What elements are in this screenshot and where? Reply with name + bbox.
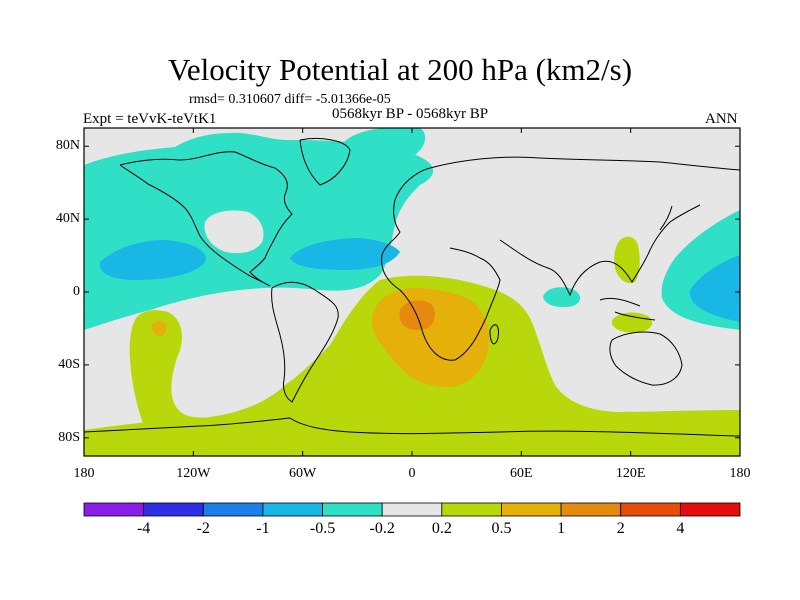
lon-label: 60E	[510, 466, 533, 481]
coast-greenland	[299, 137, 351, 186]
colorbar-swatch	[202, 502, 264, 517]
axis-ticks	[83, 128, 741, 456]
negative-core-north-atlantic	[290, 238, 400, 270]
positive-region-east-asia	[614, 236, 640, 284]
colorbar-swatch	[620, 502, 681, 517]
coast-south-america	[271, 281, 339, 403]
coast-south-asia	[499, 204, 701, 297]
colorbar	[83, 502, 741, 517]
colorbar-swatch	[262, 502, 323, 517]
lat-label: 80N	[55, 138, 80, 154]
colorbar-swatch	[441, 502, 502, 517]
negative-core-north-pacific	[99, 240, 206, 280]
lat-label: 80S	[58, 429, 80, 445]
positive-region-south-pacific-mid	[151, 320, 167, 336]
colorbar-swatch	[560, 502, 622, 517]
negative-core-west-pacific	[689, 255, 740, 322]
colorbar-label: -2	[196, 520, 210, 537]
positive-region-maritime	[611, 312, 653, 333]
colorbar-swatch	[143, 502, 204, 517]
lon-label: 60W	[289, 466, 317, 481]
lon-label: 180	[729, 466, 751, 481]
neutral-region-north-america	[204, 210, 264, 254]
colorbar-label: -0.2	[369, 520, 395, 537]
lat-label: 0	[73, 284, 80, 299]
positive-region-south-pacific	[129, 310, 230, 440]
lon-label: 120E	[615, 466, 646, 481]
experiment-label: Expt = teVvK-teVtK1	[83, 111, 217, 127]
colorbar-label: 0.2	[431, 520, 452, 537]
figure-title: Velocity Potential at 200 hPa (km2/s)	[167, 52, 633, 87]
negative-region-arctic	[340, 128, 426, 165]
lat-label: 40S	[58, 356, 80, 372]
colorbar-swatch	[83, 502, 145, 517]
lon-label: 120W	[176, 466, 211, 481]
coast-australia	[609, 331, 683, 386]
coast-madagascar	[489, 324, 499, 345]
colorbar-label: 2	[616, 520, 625, 537]
coastlines	[84, 137, 740, 437]
stats-label: rmsd= 0.310607 diff= -5.01366e-05	[189, 92, 391, 107]
colorbar-label: 1	[557, 520, 566, 537]
lon-label: 180	[73, 466, 95, 481]
colorbar-label: -4	[136, 520, 151, 537]
map-field	[84, 128, 740, 456]
coast-antarctica	[84, 417, 740, 437]
colorbar-label: -1	[256, 520, 270, 537]
colorbar-label: 0.5	[491, 520, 512, 537]
coast-eurasia	[394, 156, 740, 201]
colorbar-swatch	[501, 502, 562, 517]
lon-label: 0	[408, 466, 416, 481]
colorbar-swatch	[679, 502, 741, 517]
coast-north-america	[119, 151, 293, 287]
colorbar-label: 4	[676, 520, 685, 537]
colorbar-label: -0.5	[309, 520, 336, 537]
colorbar-swatch	[322, 502, 383, 517]
season-label: ANN	[705, 111, 738, 127]
coast-europe-africa	[381, 199, 501, 361]
coast-japan	[659, 205, 673, 231]
colorbar-swatch	[381, 502, 443, 517]
coast-indonesia	[599, 297, 656, 321]
lat-label: 40N	[55, 211, 80, 227]
period-label: 0568kyr BP - 0568kyr BP	[331, 106, 489, 122]
